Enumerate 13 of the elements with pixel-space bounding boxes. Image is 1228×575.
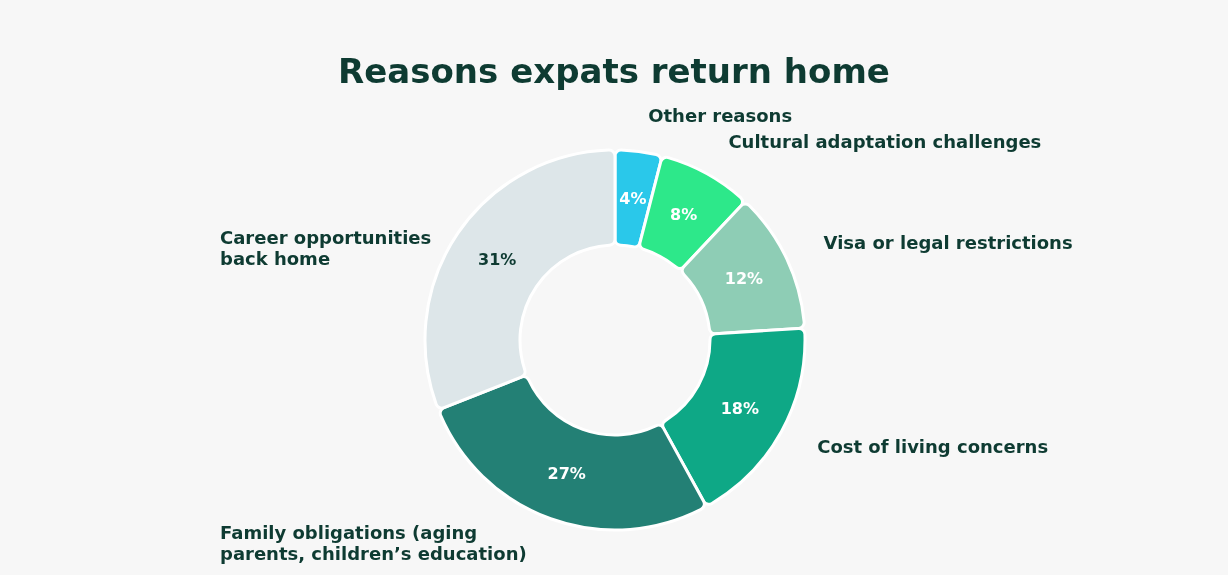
slice-label: Cost of living concerns (817, 436, 1049, 458)
slice-label: Other reasons (648, 104, 793, 126)
data-label: 27% (547, 464, 586, 484)
data-label: 12% (724, 269, 764, 289)
data-label: 8% (670, 205, 698, 225)
slice-label: Visa or legal restrictions (823, 232, 1073, 254)
data-label: 31% (477, 249, 517, 269)
slice-label: Family obligations (aging parents, children’s education) (220, 522, 527, 565)
slice-label: Career opportunities back home (220, 226, 432, 269)
slice-label: Cultural adaptation challenges (728, 130, 1042, 152)
data-label: 4% (619, 188, 647, 208)
data-label: 18% (720, 398, 760, 418)
chart-title: Reasons expats return home (338, 51, 890, 91)
